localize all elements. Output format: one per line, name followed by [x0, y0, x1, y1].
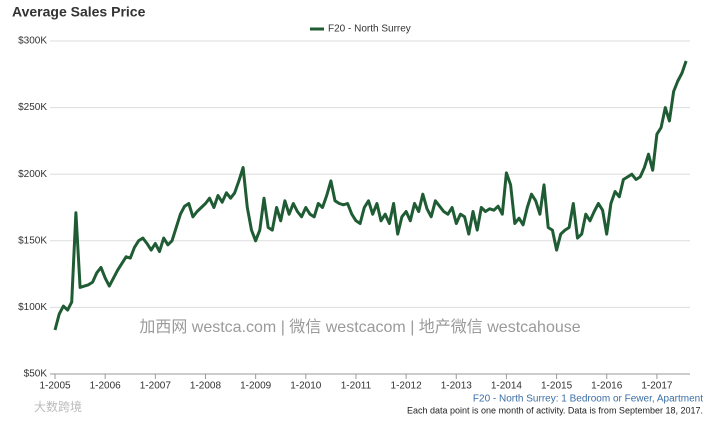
y-tick-label: $150K: [18, 235, 47, 246]
x-tick-label: 1-2016: [591, 381, 623, 392]
y-tick-label: $300K: [18, 36, 47, 47]
y-tick-label: $250K: [18, 102, 47, 113]
y-tick-label: $100K: [18, 302, 47, 313]
x-tick-label: 1-2017: [641, 381, 673, 392]
x-tick-label: 1-2006: [90, 381, 122, 392]
x-tick-label: 1-2015: [541, 381, 573, 392]
note: Each data point is one month of activity…: [407, 405, 703, 415]
x-tick-label: 1-2005: [39, 381, 71, 392]
x-tick-label: 1-2008: [190, 381, 222, 392]
x-tick-label: 1-2012: [391, 381, 423, 392]
x-tick-label: 1-2010: [290, 381, 322, 392]
logo: 大数跨境: [34, 399, 82, 414]
x-tick-label: 1-2009: [240, 381, 272, 392]
x-tick-label: 1-2007: [140, 381, 172, 392]
x-tick-label: 1-2011: [341, 381, 372, 392]
x-tick-label: 1-2013: [441, 381, 473, 392]
legend-label: F20 - North Surrey: [328, 24, 411, 35]
data-line: [53, 60, 688, 331]
y-tick-label: $200K: [18, 169, 47, 180]
y-tick-label: $50K: [24, 369, 48, 380]
x-tick-label: 1-2014: [491, 381, 523, 392]
subtitle: F20 - North Surrey: 1 Bedroom or Fewer, …: [473, 394, 703, 405]
watermark: 加西网 westca.com | 微信 westcacom | 地产微信 wes…: [139, 318, 580, 336]
chart-title: Average Sales Price: [12, 4, 146, 20]
